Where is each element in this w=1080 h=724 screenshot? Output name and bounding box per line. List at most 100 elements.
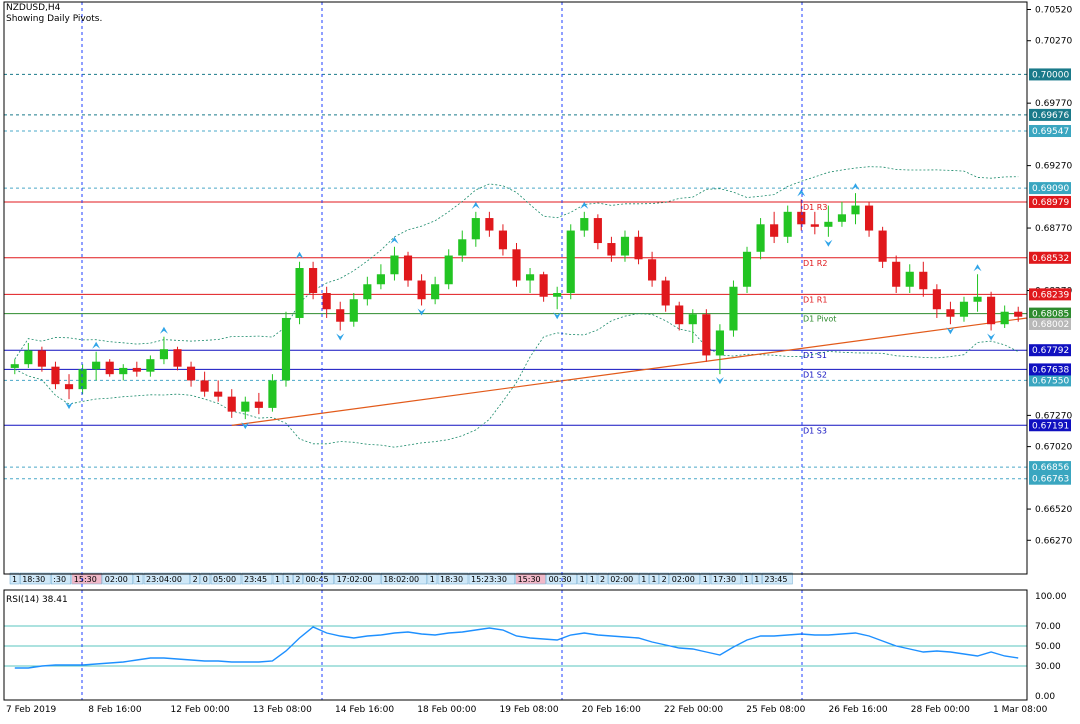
price-tag-label: 0.67638	[1032, 365, 1069, 375]
candle-body	[525, 274, 535, 281]
session-label: 1	[744, 575, 749, 584]
price-tick-label: 0.67270	[1035, 411, 1072, 421]
price-tag	[1029, 374, 1071, 387]
chart-frame	[3, 1, 1028, 701]
session-label: 2	[193, 575, 198, 584]
symbol-timeframe-label: NZDUSD,H4	[6, 3, 61, 13]
price-tag	[1029, 125, 1071, 138]
session-label: 2	[600, 575, 605, 584]
time-axis-label: 22 Feb 00:00	[664, 705, 723, 715]
candle-body	[905, 271, 914, 287]
session-label-box	[133, 572, 144, 585]
candle-body	[932, 289, 941, 310]
session-label: 15:30	[518, 575, 541, 584]
candle-body	[322, 292, 331, 310]
candle-body	[363, 284, 372, 300]
candle-body	[78, 369, 87, 390]
session-label-box	[272, 572, 283, 585]
session-label: 1	[580, 575, 585, 584]
price-tick-label: 0.66520	[1035, 505, 1072, 515]
price-tag-label: 0.66763	[1032, 475, 1069, 485]
session-label: 23:45	[244, 575, 267, 584]
price-tick-label: 0.68770	[1035, 224, 1072, 234]
candle-body	[241, 401, 250, 412]
session-label: :30	[53, 575, 66, 584]
time-axis-label: 28 Feb 00:00	[911, 705, 970, 715]
price-tag	[1029, 472, 1071, 485]
candle-body	[837, 214, 847, 222]
fractal-down-marker	[336, 333, 345, 341]
candle-body	[336, 309, 345, 322]
candle-body	[268, 380, 277, 408]
candle-body	[92, 361, 101, 370]
session-label-box	[380, 572, 428, 585]
trendline-layer	[231, 317, 1028, 426]
candle-body	[24, 350, 33, 365]
price-tag-label: 0.67550	[1032, 376, 1069, 386]
fractal-up-marker	[580, 201, 589, 209]
session-label-box	[638, 572, 649, 585]
candle-body	[851, 205, 860, 215]
candle-body	[186, 366, 196, 381]
rsi-line	[14, 626, 1019, 669]
candle-body	[485, 218, 494, 231]
candle-body	[254, 401, 263, 408]
candle-body	[498, 230, 508, 250]
indicator-note-label: Showing Daily Pivots.	[6, 14, 103, 24]
price-tag	[1029, 363, 1071, 376]
candle-body	[173, 349, 182, 367]
candle-body	[702, 314, 711, 356]
price-tag-label: 0.68085	[1032, 310, 1069, 320]
candle-body	[593, 218, 602, 244]
candle-body	[1014, 311, 1023, 317]
candle-body	[742, 251, 752, 287]
session-label-box	[762, 572, 793, 585]
candle-body	[37, 350, 46, 367]
price-tick-label: 0.66270	[1035, 536, 1072, 546]
candle-body	[390, 255, 399, 275]
fractal-down-marker	[987, 333, 996, 341]
candle-body	[132, 367, 141, 372]
bollinger-upper-band	[14, 166, 1019, 360]
candle-body	[309, 268, 318, 293]
candle-body	[661, 280, 670, 306]
price-tick-label: 0.70520	[1035, 5, 1072, 15]
time-axis-label: 14 Feb 16:00	[335, 705, 394, 715]
candle-body	[864, 205, 874, 231]
rsi-pane-border	[3, 589, 1028, 701]
pivot-line-label: D1 R3	[803, 203, 827, 212]
session-label: 1	[641, 575, 646, 584]
fractal-up-marker	[159, 326, 168, 334]
session-label-box	[200, 572, 211, 585]
candle-body	[878, 230, 887, 262]
candle-body	[417, 280, 426, 300]
session-label-box	[19, 572, 51, 585]
candle-body	[946, 309, 955, 317]
fractal-up-marker	[973, 264, 982, 272]
fractal-down-marker	[946, 327, 955, 335]
candle-body	[539, 274, 548, 297]
session-label: 1	[703, 575, 708, 584]
session-label-box	[741, 572, 752, 585]
session-label-box	[577, 572, 588, 585]
pivot-line-label: D1 S3	[803, 426, 827, 435]
session-label: 23:45	[764, 575, 787, 584]
price-tick-label: 0.69770	[1035, 99, 1072, 109]
fractal-up-marker	[797, 189, 806, 197]
candle-body	[729, 286, 738, 331]
price-pane-border	[3, 1, 1028, 575]
session-label-box	[210, 572, 242, 585]
price-tag	[1029, 182, 1071, 195]
price-tag	[1029, 307, 1071, 320]
candle-body	[959, 301, 969, 317]
price-tag-label: 0.69547	[1032, 127, 1069, 137]
fractal-up-marker	[92, 341, 101, 349]
session-label-box	[102, 572, 134, 585]
time-axis-label: 26 Feb 16:00	[829, 705, 888, 715]
price-tag	[1029, 317, 1071, 330]
candle-body	[553, 292, 562, 297]
candle-body	[566, 230, 575, 293]
session-label-box	[710, 572, 742, 585]
